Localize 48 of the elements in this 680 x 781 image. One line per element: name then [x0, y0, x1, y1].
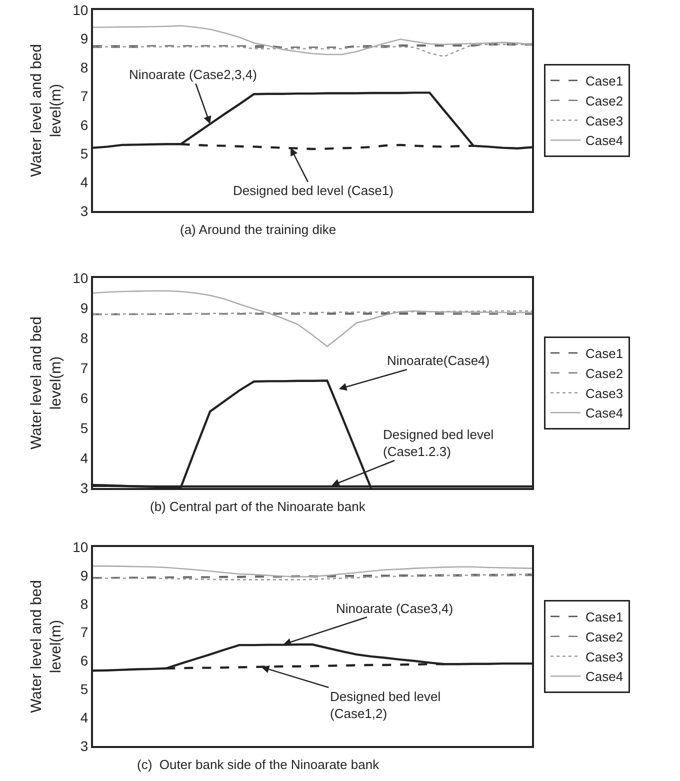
y-tick-label: 5 — [80, 420, 88, 436]
y-axis-title: Water level and bed level(m) — [28, 580, 64, 713]
y-tick-label: 6 — [80, 652, 88, 669]
y-tick-label: 10 — [72, 2, 88, 18]
text: (b) Central part of the Ninoarate bank — [150, 499, 366, 514]
y-tick-label: 3 — [80, 480, 88, 496]
y-tick-label: 9 — [80, 567, 88, 584]
y-tick-label: 4 — [80, 709, 88, 726]
y-tick-label: 9 — [80, 300, 88, 316]
legend-label: Case1 — [586, 346, 624, 362]
y-tick-label: 5 — [80, 681, 88, 698]
y-tick-label: 6 — [80, 390, 88, 406]
y-tick-label: 3 — [80, 202, 88, 219]
y-tick-label: 4 — [80, 174, 88, 190]
text: (a) Around the training dike — [180, 222, 336, 237]
legend-label: Case4 — [586, 406, 624, 421]
y-tick-label: 4 — [80, 450, 88, 466]
legend-label: Case1 — [586, 610, 624, 625]
y-tick-label: 7 — [80, 360, 88, 376]
legend-label: Case1 — [586, 74, 624, 89]
legend-label: Case3 — [586, 113, 624, 128]
y-tick-label: 8 — [80, 59, 88, 76]
y-tick-label: 10 — [72, 538, 88, 555]
legend-label: Case4 — [586, 133, 624, 148]
legend-label: Case2 — [586, 366, 624, 381]
annotation: Designed bed level (Case1.2.3) — [383, 427, 494, 459]
legend-label: Case3 — [586, 649, 624, 664]
y-tick-label: 9 — [80, 30, 88, 47]
annotation: Ninoarate (Case3,4) — [336, 601, 454, 616]
annotation: Designed bed level (Case1,2) — [330, 689, 441, 721]
text: (c) Outer bank side of the Ninoarate bank — [137, 757, 380, 772]
y-tick-label: 5 — [80, 145, 88, 162]
y-axis-title: Water level and bed level(m) — [28, 316, 64, 450]
annotation: Ninoarate(Case4) — [387, 353, 490, 368]
y-tick-label: 8 — [80, 330, 88, 346]
y-tick-label: 10 — [72, 270, 88, 286]
y-tick-label: 8 — [80, 596, 88, 612]
y-tick-label: 3 — [80, 738, 88, 754]
annotation: Designed bed level (Case1) — [233, 183, 394, 198]
y-axis-title: Water level and bed level(m) — [28, 44, 64, 177]
y-tick-label: 7 — [80, 624, 88, 640]
annotation: Ninoarate (Case2,3,4) — [129, 67, 257, 82]
legend-label: Case2 — [586, 629, 624, 644]
y-tick-label: 7 — [80, 88, 88, 104]
legend-label: Case4 — [586, 669, 624, 684]
legend-label: Case3 — [586, 386, 624, 401]
legend-label: Case2 — [586, 93, 624, 108]
y-tick-label: 6 — [80, 116, 88, 133]
